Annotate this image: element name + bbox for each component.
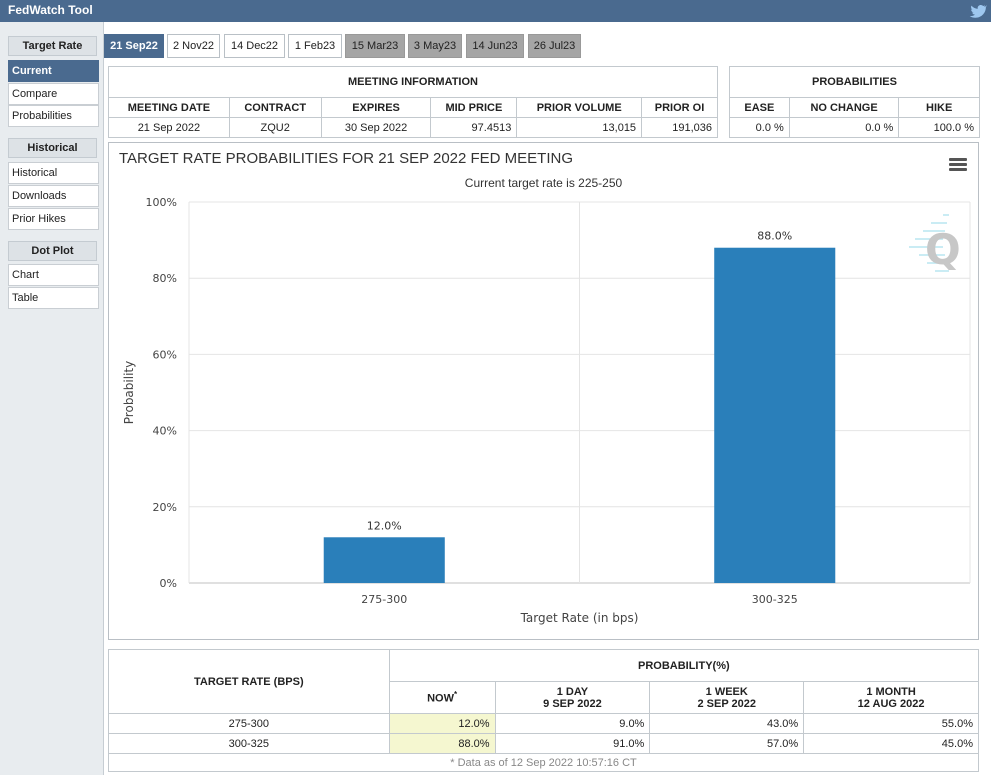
rate-cell: 275-300: [108, 713, 390, 734]
tab-2-nov22[interactable]: 2 Nov22: [167, 34, 220, 58]
sidebar-heading-historical: Historical: [8, 138, 97, 158]
x-tick-label: 275-300: [361, 593, 407, 606]
expires-value: 30 Sep 2022: [320, 117, 432, 138]
svg-text:Q: Q: [925, 225, 961, 274]
rate-cell: 300-325: [108, 733, 390, 754]
col-header: PRIOR VOLUME: [516, 97, 643, 118]
tab-14-dec22[interactable]: 14 Dec22: [224, 34, 285, 58]
target-rate-header: TARGET RATE (BPS): [108, 649, 390, 714]
hamburger-menu-icon[interactable]: [949, 158, 967, 172]
contract-value: ZQU2: [228, 117, 322, 138]
probability-chart: TARGET RATE PROBABILITIES FOR 21 SEP 202…: [108, 142, 979, 640]
prior-oi-value: 191,036: [641, 117, 718, 138]
sidebar: Target Rate Current Compare Probabilitie…: [0, 22, 104, 775]
col-header: EXPIRES: [320, 97, 432, 118]
month-value: 55.0%: [803, 713, 979, 734]
tab-14-jun23[interactable]: 14 Jun23: [466, 34, 524, 58]
meeting-info-table: MEETING INFORMATION MEETING DATE CONTRAC…: [108, 66, 718, 138]
col-line2: 12 AUG 2022: [857, 697, 925, 710]
y-tick-label: 80%: [153, 272, 177, 285]
col-header: MID PRICE: [430, 97, 518, 118]
col-header-now: NOW*: [388, 681, 496, 714]
tab-15-mar23[interactable]: 15 Mar23: [345, 34, 405, 58]
probability-header: PROBABILITY(%): [388, 649, 980, 682]
col-header: PRIOR OI: [641, 97, 718, 118]
no-change-value: 0.0 %: [788, 117, 900, 138]
col-header: MEETING DATE: [108, 97, 230, 118]
bar-data-label: 88.0%: [757, 230, 792, 243]
sidebar-item-prior-hikes[interactable]: Prior Hikes: [8, 208, 99, 230]
week-value: 57.0%: [649, 733, 805, 754]
month-value: 45.0%: [803, 733, 979, 754]
meeting-info-caption: MEETING INFORMATION: [108, 66, 718, 98]
x-axis-title: Target Rate (in bps): [520, 611, 639, 625]
now-label: NOW: [427, 692, 454, 705]
rate-probability-table: TARGET RATE (BPS) PROBABILITY(%) NOW* 1 …: [108, 649, 980, 772]
sidebar-item-probabilities[interactable]: Probabilities: [8, 105, 99, 127]
col-line1: 1 DAY: [556, 685, 589, 698]
mid-price-value: 97.4513: [430, 117, 518, 138]
col-line2: 2 SEP 2022: [697, 697, 756, 710]
y-tick-label: 40%: [153, 425, 177, 438]
table-row: 21 Sep 2022 ZQU2 30 Sep 2022 97.4513 13,…: [108, 117, 718, 138]
app-title: FedWatch Tool: [8, 3, 93, 17]
sidebar-item-historical[interactable]: Historical: [8, 162, 99, 184]
ease-value: 0.0 %: [729, 117, 790, 138]
col-header-1-month: 1 MONTH 12 AUG 2022: [803, 681, 979, 714]
tab-3-may23[interactable]: 3 May23: [408, 34, 462, 58]
col-line2: 9 SEP 2022: [543, 697, 602, 710]
tab-26-jul23[interactable]: 26 Jul23: [528, 34, 581, 58]
twitter-icon[interactable]: [969, 2, 987, 20]
week-value: 43.0%: [649, 713, 805, 734]
y-tick-label: 0%: [160, 577, 177, 590]
sidebar-item-table[interactable]: Table: [8, 287, 99, 309]
col-header-1-day: 1 DAY 9 SEP 2022: [494, 681, 651, 714]
col-header: HIKE: [898, 97, 980, 118]
col-header: CONTRACT: [228, 97, 322, 118]
data-footnote: * Data as of 12 Sep 2022 10:57:16 CT: [108, 753, 979, 772]
y-tick-label: 100%: [146, 196, 177, 209]
col-header: EASE: [729, 97, 790, 118]
now-marker: *: [453, 690, 458, 700]
sidebar-item-compare[interactable]: Compare: [8, 83, 99, 105]
bar-data-label: 12.0%: [367, 519, 402, 532]
sidebar-item-chart[interactable]: Chart: [8, 264, 99, 286]
sidebar-item-downloads[interactable]: Downloads: [8, 185, 99, 207]
y-tick-label: 60%: [153, 348, 177, 361]
tab-1-feb23[interactable]: 1 Feb23: [288, 34, 342, 58]
table-row: 275-300 12.0% 9.0% 43.0% 55.0%: [108, 713, 979, 734]
probabilities-table: PROBABILITIES EASE NO CHANGE HIKE 0.0 % …: [729, 66, 980, 138]
col-line1: 1 MONTH: [866, 685, 916, 698]
bar: [323, 537, 445, 583]
chart-title: TARGET RATE PROBABILITIES FOR 21 SEP 202…: [119, 150, 574, 167]
prior-volume-value: 13,015: [516, 117, 643, 138]
bar: [714, 247, 836, 583]
x-tick-label: 300-325: [752, 593, 798, 606]
day-value: 91.0%: [494, 733, 651, 754]
col-header: NO CHANGE: [788, 97, 900, 118]
now-value: 12.0%: [388, 713, 496, 734]
day-value: 9.0%: [494, 713, 651, 734]
y-axis-title: Probability: [122, 361, 136, 424]
y-tick-label: 20%: [153, 501, 177, 514]
col-header-1-week: 1 WEEK 2 SEP 2022: [649, 681, 805, 714]
cme-q-logo-icon: Q: [909, 214, 961, 274]
probabilities-caption: PROBABILITIES: [729, 66, 980, 98]
chart-subtitle: Current target rate is 225-250: [464, 176, 623, 190]
sidebar-heading-dot-plot: Dot Plot: [8, 241, 97, 261]
sidebar-heading-target-rate: Target Rate: [8, 36, 97, 56]
table-row: 0.0 % 0.0 % 100.0 %: [729, 117, 980, 138]
col-line1: 1 WEEK: [705, 685, 748, 698]
chart-plot: 0% 20% 40% 60% 80% 100% 12.0% 275-300 88.0% 300-3…: [122, 196, 971, 625]
now-value: 88.0%: [388, 733, 496, 754]
tab-21-sep22[interactable]: 21 Sep22: [104, 34, 164, 58]
meeting-date-value: 21 Sep 2022: [108, 117, 230, 138]
top-bar: FedWatch Tool: [0, 0, 991, 22]
sidebar-item-current[interactable]: Current: [8, 60, 99, 82]
hike-value: 100.0 %: [898, 117, 980, 138]
table-row: 300-325 88.0% 91.0% 57.0% 45.0%: [108, 733, 979, 754]
